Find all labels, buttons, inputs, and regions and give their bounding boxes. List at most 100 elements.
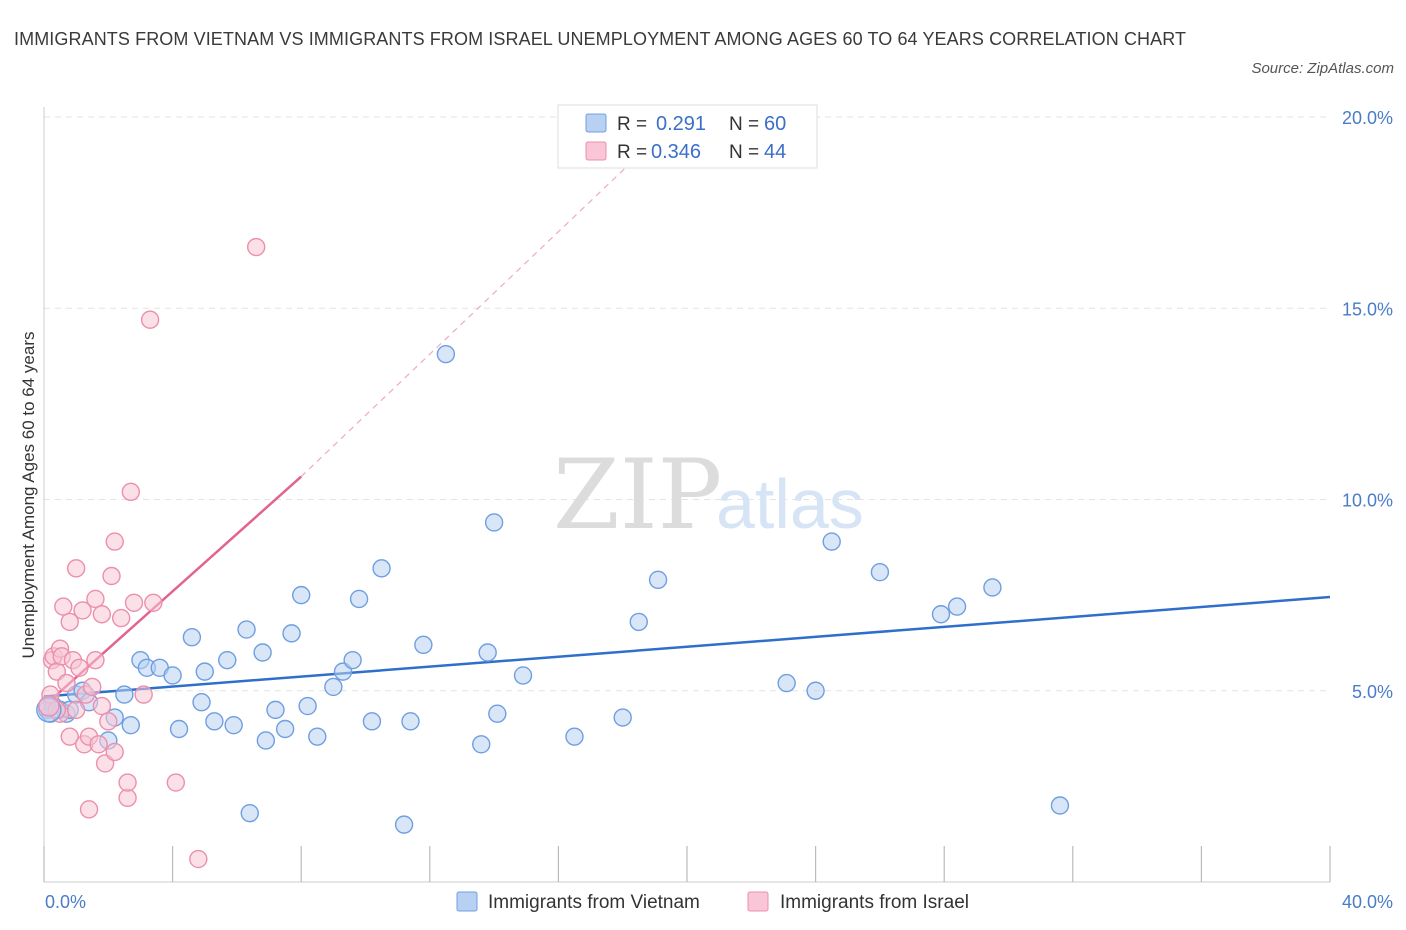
point-vietnam [822,532,841,551]
watermark-atlas: atlas [716,465,864,543]
point-israel [38,695,60,717]
chart-title: IMMIGRANTS FROM VIETNAM VS IMMIGRANTS FR… [14,29,1187,49]
point-israel [118,788,137,808]
point-vietnam [115,685,134,704]
legend-n-label-israel: N = [729,142,759,163]
axes [43,107,1331,883]
point-vietnam [275,719,295,739]
watermark-zip: ZIP [553,439,722,551]
y-axis-title: Unemployment Among Ages 60 to 64 years [19,332,38,659]
point-israel [121,482,141,502]
trend-line-vietnam [43,595,1331,698]
point-israel [60,727,79,746]
point-vietnam [488,704,507,723]
point-vietnam [121,715,141,735]
x-tick-label-min: 0.0% [45,892,86,912]
point-israel [111,608,131,628]
point-israel [246,237,266,257]
grid-lines [44,116,1330,692]
point-israel [89,735,108,754]
point-vietnam [629,612,648,632]
data-points [36,237,1070,869]
point-vietnam [777,673,796,693]
watermark: ZIP atlas [553,439,864,551]
point-vietnam [870,562,890,582]
point-israel [70,658,89,677]
legend-swatch-israel [585,141,607,161]
point-vietnam [224,715,243,735]
bottom-legend: Immigrants from Vietnam Immigrants from … [456,891,969,913]
point-vietnam [983,578,1002,597]
point-israel [144,593,163,612]
point-israel [118,773,137,792]
point-vietnam [182,628,202,647]
point-israel [124,593,144,612]
point-israel [189,849,208,869]
point-vietnam [362,712,382,731]
legend-r-label-israel: R = [617,142,647,163]
point-vietnam [478,643,497,662]
point-vietnam [324,677,343,697]
point-israel [166,773,186,792]
trend-line-israel-extension [300,154,640,477]
point-israel [99,712,118,731]
point-vietnam [237,620,256,639]
point-vietnam [195,662,214,681]
point-vietnam [947,597,967,616]
point-vietnam [414,635,433,655]
point-vietnam [565,727,584,746]
point-vietnam [648,570,668,590]
point-vietnam [163,666,182,685]
point-vietnam [205,712,224,731]
point-israel [105,532,124,551]
point-israel [79,800,99,819]
point-vietnam [169,719,189,739]
point-vietnam [298,696,317,716]
bottom-legend-swatch-israel [747,891,769,912]
point-israel [73,601,92,620]
point-israel [60,612,79,632]
point-israel [57,673,76,693]
point-vietnam [394,815,414,834]
point-vietnam [613,708,632,727]
legend-n-value-vietnam: 60 [764,113,786,135]
y-tick-label: 5.0% [1352,682,1393,702]
point-vietnam [218,650,237,670]
source-label: Source: ZipAtlas.com [1251,60,1394,77]
y-tick-label: 20.0% [1342,108,1393,128]
point-vietnam [931,605,951,624]
point-vietnam [192,693,211,712]
point-israel [134,685,153,704]
point-israel [66,559,86,578]
point-vietnam [806,681,825,700]
legend-n-label-vietnam: N = [729,114,759,135]
point-vietnam [436,344,456,364]
y-tick-label: 15.0% [1342,299,1393,319]
point-israel [92,696,112,716]
bottom-legend-swatch-vietnam [456,891,478,912]
point-vietnam [472,735,491,754]
point-vietnam [513,666,533,685]
legend-r-value-israel: 0.346 [651,141,701,163]
x-tick-label-max: 40.0% [1342,892,1393,912]
point-israel [83,677,102,697]
point-israel [102,566,121,586]
point-vietnam [253,643,272,662]
legend-r-value-vietnam: 0.291 [656,113,706,135]
y-tick-label: 10.0% [1342,491,1393,511]
point-vietnam [349,589,369,609]
point-vietnam [484,513,504,532]
point-vietnam [1050,796,1070,815]
point-vietnam [292,585,311,605]
point-israel [66,700,86,720]
point-israel [105,742,124,762]
tick-labels: 5.0% 10.0% 15.0% 20.0% 0.0% 40.0% [45,108,1393,912]
legend: R = 0.291 N = 60 R = 0.346 N = 44 [557,104,818,169]
legend-n-value-israel: 44 [764,141,786,163]
point-vietnam [256,731,276,750]
point-vietnam [372,559,391,578]
point-israel [92,605,112,624]
legend-r-label-vietnam: R = [617,114,647,135]
point-vietnam [282,624,301,643]
